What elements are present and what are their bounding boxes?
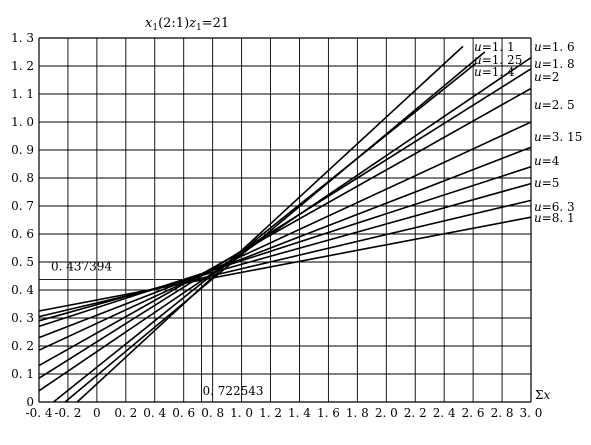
y-tick-label: 0. 8	[11, 171, 34, 185]
series-label: u=6. 3	[534, 200, 575, 214]
series-label: u=5	[534, 176, 559, 190]
x-tick-label: 1. 4	[288, 406, 311, 420]
y-tick-label: 0. 4	[11, 283, 34, 297]
series-label: u=4	[534, 154, 560, 168]
y-tick-label: 0. 5	[11, 255, 34, 269]
y-tick-label: 0. 7	[11, 199, 34, 213]
x-tick-label: 2. 0	[375, 406, 398, 420]
series-line	[52, 62, 477, 403]
series-lines	[38, 45, 532, 403]
x-tick-label: 0. 8	[201, 406, 224, 420]
x-tick-label: 2. 2	[404, 406, 427, 420]
x-tick-label: 0. 4	[143, 406, 166, 420]
series-label: u=2. 5	[534, 98, 575, 112]
chart-title-x-subscript: 1	[152, 23, 158, 33]
tick-labels: -0. 4 -0. 2 0 0. 2 0. 4 0. 6 0. 8 1. 0 1. 2 1. 4 1…	[11, 31, 542, 420]
y-tick-label: 0. 1	[11, 367, 34, 381]
annotation-y-value: 0. 437394	[51, 260, 112, 274]
annotations: 0. 437394 0. 722543	[39, 260, 264, 402]
chart-title-x: x	[145, 16, 153, 31]
chart-title: x1(2:1)z1=21	[145, 16, 229, 33]
y-tick-label: 0. 3	[11, 311, 34, 325]
chart-title-z-subscript: 1	[196, 23, 202, 33]
x-axis-title-group: Σx	[535, 388, 550, 402]
series-label: u=8. 1	[534, 211, 575, 225]
series-line	[38, 146, 532, 339]
x-tick-label: 2. 8	[491, 406, 514, 420]
x-tick-label: 2. 4	[433, 406, 456, 420]
series-label: u=1. 25	[474, 53, 522, 67]
series-line	[38, 87, 532, 367]
x-tick-label: 0. 2	[114, 406, 137, 420]
series-labels: u=1. 1u=1. 25u=1. 4 u=1. 6 u=1. 8u=2 u=2. 5…	[474, 40, 582, 225]
x-tick-label: -0. 2	[54, 406, 81, 420]
y-tick-label: 0. 9	[11, 143, 34, 157]
chart-title-tail: =21	[202, 16, 229, 31]
series-label: u=1. 4	[474, 65, 515, 79]
series-line	[38, 199, 532, 318]
y-tick-label: 0	[26, 395, 34, 409]
x-tick-label: 1. 2	[259, 406, 282, 420]
chart-title-mid: (2:1)	[158, 16, 189, 31]
y-tick-label: 0. 2	[11, 339, 34, 353]
series-line	[64, 51, 486, 403]
grid	[38, 37, 532, 403]
x-tick-label: 3. 0	[520, 406, 543, 420]
x-tick-label: 1. 6	[317, 406, 340, 420]
x-tick-label: 1. 0	[230, 406, 253, 420]
x-tick-label: 2. 6	[462, 406, 485, 420]
series-label: u=3. 15	[534, 130, 582, 144]
x-axis-title: Σx	[535, 388, 550, 402]
series-label: u=1. 1	[474, 40, 515, 54]
series-line	[38, 121, 532, 351]
x-tick-label: 1. 8	[346, 406, 369, 420]
series-line	[38, 166, 532, 328]
x-tick-label: 0	[93, 406, 101, 420]
annotation-x-value: 0. 722543	[202, 384, 263, 398]
series-label: u=1. 8	[534, 57, 575, 71]
series-label: u=1. 6	[534, 40, 575, 54]
x-tick-label: -0. 4	[26, 406, 53, 420]
y-tick-label: 1. 0	[11, 115, 34, 129]
series-line	[38, 68, 532, 379]
y-tick-label: 1. 2	[11, 59, 34, 73]
y-tick-label: 1. 3	[11, 31, 34, 45]
series-line	[38, 182, 532, 322]
series-line	[38, 216, 532, 312]
x-tick-label: 0. 6	[172, 406, 195, 420]
y-tick-label: 1. 1	[11, 87, 34, 101]
chart-title-z: z	[188, 16, 196, 31]
y-tick-label: 0. 6	[11, 227, 34, 241]
series-label: u=2	[534, 70, 559, 84]
series-line	[76, 45, 464, 403]
